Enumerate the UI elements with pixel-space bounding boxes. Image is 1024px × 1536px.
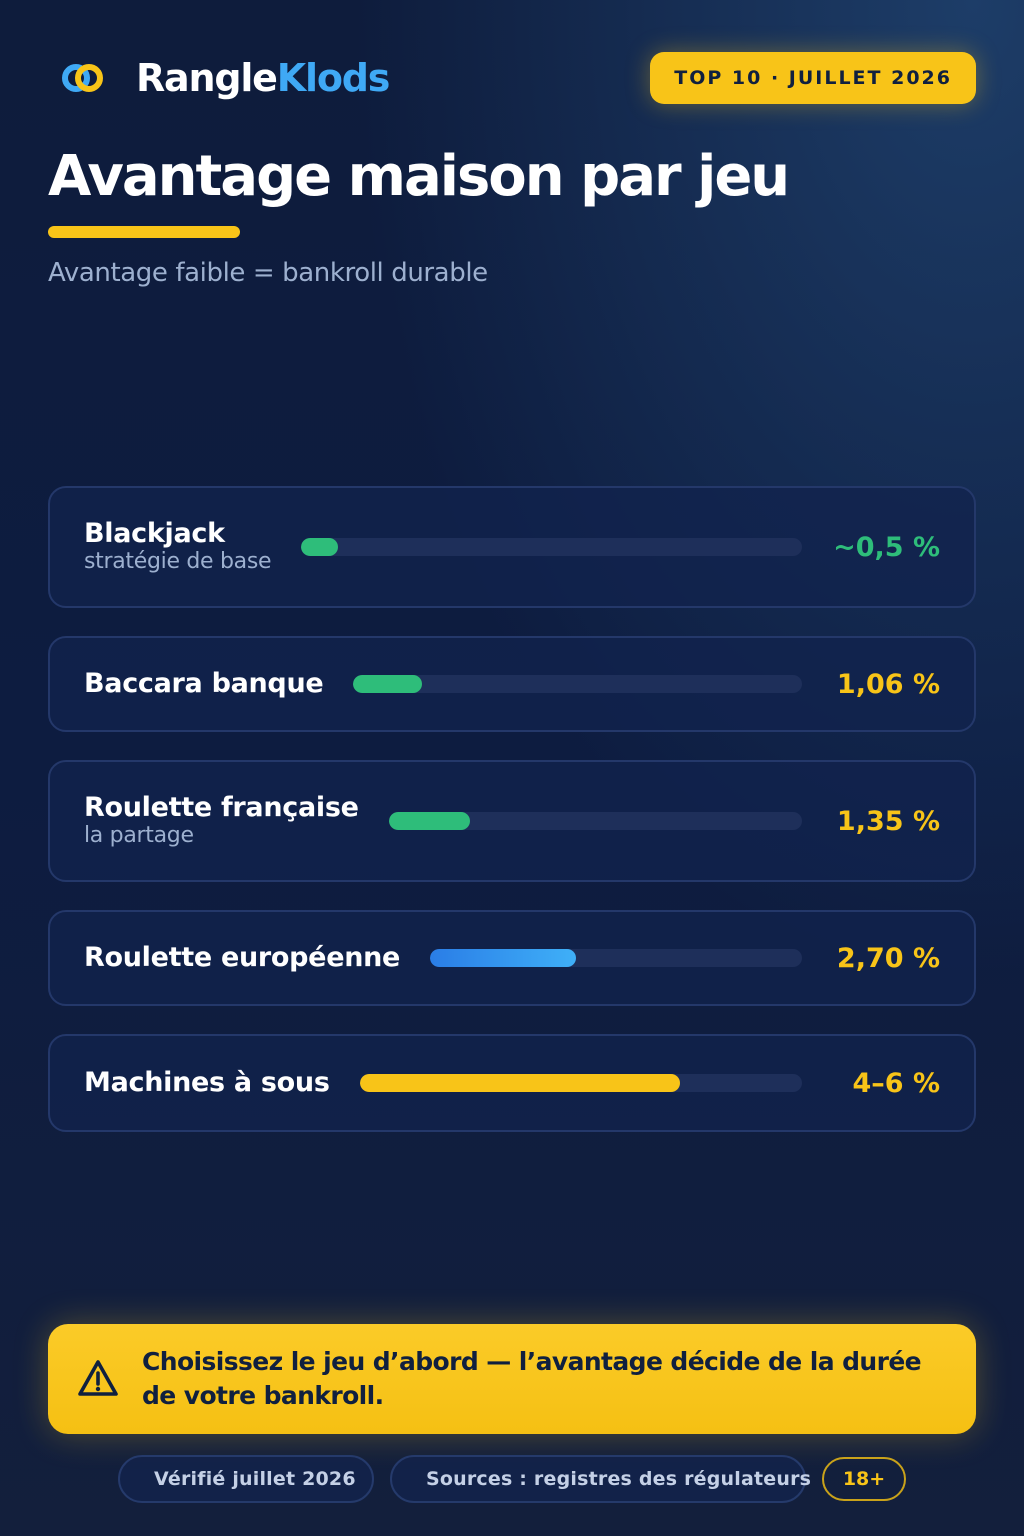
game-labels: Machines à sous [84, 1068, 330, 1098]
edge-bar-fill [430, 949, 576, 967]
brand-name-part1: Rangle [136, 56, 278, 100]
edge-bar-fill [388, 812, 470, 830]
edge-value: ~0,5 % [833, 531, 940, 563]
game-name: Baccara banque [84, 668, 324, 699]
game-name: Roulette française [84, 792, 359, 823]
edge-bar-track [430, 949, 802, 967]
game-labels: Blackjack stratégie de base [84, 518, 272, 575]
game-labels: Baccara banque [84, 668, 324, 699]
edge-bar-track [301, 538, 802, 556]
game-row-roulette-francaise: Roulette française la partage 1,35 % [48, 760, 976, 882]
edge-value: 2,70 % [836, 942, 940, 974]
title-underline [48, 226, 240, 238]
game-name: Roulette européenne [84, 942, 401, 973]
game-row-roulette-europeenne: Roulette européenne 2,70 % [48, 910, 976, 1006]
age-restriction-badge: 18+ [822, 1457, 906, 1501]
edge-value: 4–6 % [852, 1067, 940, 1099]
verified-label: Vérifié juillet 2026 [154, 1468, 356, 1490]
game-subtitle: la partage [84, 823, 194, 848]
page-subtitle: Avantage faible = bankroll durable [48, 258, 488, 288]
sources-label: Sources : registres des régulateurs [426, 1468, 812, 1490]
edge-value: 1,35 % [836, 805, 940, 837]
edge-bar-track [353, 675, 802, 693]
edge-bar-track [388, 812, 802, 830]
brand: RangleKlods [60, 56, 391, 100]
game-row-machines-a-sous: Machines à sous 4–6 % [48, 1034, 976, 1132]
game-subtitle: stratégie de base [84, 549, 272, 574]
game-row-blackjack: Blackjack stratégie de base ~0,5 % [48, 486, 976, 608]
game-name: Machines à sous [84, 1067, 330, 1098]
edge-value: 1,06 % [836, 668, 940, 700]
verified-pill: Vérifié juillet 2026 [118, 1455, 374, 1503]
top-ranking-badge: TOP 10 · JUILLET 2026 [650, 52, 976, 104]
game-labels: Roulette européenne [84, 943, 400, 973]
rings-logo-icon [60, 56, 106, 100]
advice-banner: Choisissez le jeu d’abord — l’avantage d… [48, 1324, 976, 1434]
game-row-baccara: Baccara banque 1,06 % [48, 636, 976, 732]
edge-bar-fill [359, 1074, 681, 1092]
brand-name: RangleKlods [136, 56, 391, 100]
page-title: Avantage maison par jeu [48, 144, 790, 209]
game-labels: Roulette française la partage [84, 793, 359, 849]
brand-name-part2: Klods [276, 56, 391, 100]
advice-text: Choisissez le jeu d’abord — l’avantage d… [142, 1347, 922, 1410]
edge-bar-track [359, 1074, 802, 1092]
sources-pill: Sources : registres des régulateurs [390, 1455, 811, 1503]
warning-triangle-icon [76, 1357, 120, 1401]
edge-bar-fill [301, 538, 338, 556]
game-name: Blackjack [84, 518, 225, 549]
edge-bar-fill [353, 675, 423, 693]
